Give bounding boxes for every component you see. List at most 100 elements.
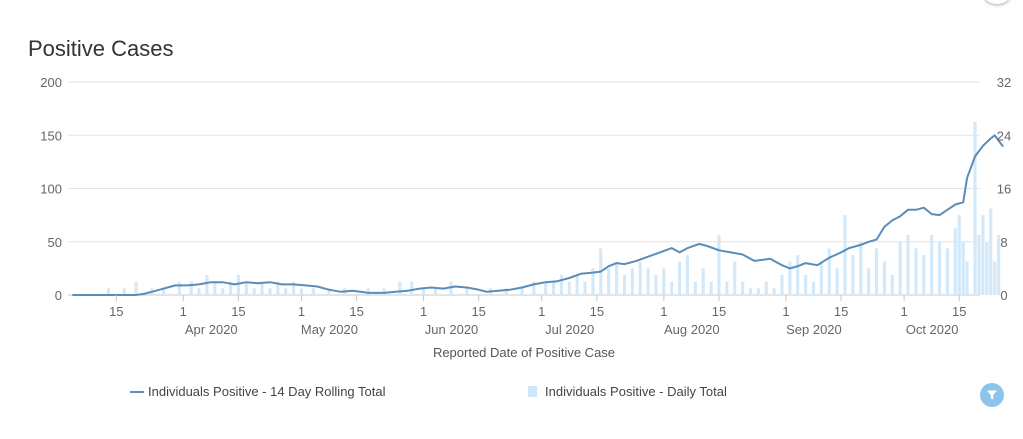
x-axis-title: Reported Date of Positive Case (433, 345, 615, 360)
legend-label-rolling-total: Individuals Positive - 14 Day Rolling To… (148, 384, 386, 399)
y-left-tick-label: 150 (40, 128, 62, 143)
legend-label-daily-total: Individuals Positive - Daily Total (545, 384, 727, 399)
y-right-tick-label: 16 (997, 182, 1011, 197)
rolling-total-line (72, 134, 1004, 296)
daily-bar (268, 288, 272, 295)
daily-bar (977, 235, 981, 295)
daily-bar (213, 281, 217, 295)
daily-bar (851, 255, 855, 295)
daily-bar (685, 255, 690, 295)
daily-bar (989, 208, 993, 295)
daily-bar (532, 281, 536, 295)
daily-bar (252, 288, 256, 295)
x-tick-label: 15 (109, 304, 123, 319)
daily-bar (772, 288, 776, 295)
daily-bar (945, 248, 950, 295)
x-month-label: Jun 2020 (425, 322, 479, 337)
daily-bar (930, 235, 934, 295)
daily-bar (756, 288, 760, 295)
daily-bar (914, 248, 918, 295)
x-tick-label: 1 (660, 304, 667, 319)
daily-bar (981, 215, 985, 295)
daily-bar (965, 261, 969, 295)
chart-title: Positive Cases (28, 36, 174, 61)
daily-bar (937, 241, 942, 295)
daily-bar (291, 281, 296, 295)
daily-bar (764, 281, 768, 295)
daily-total-bars (106, 121, 1001, 295)
axis-labels: 0 50 100 150 200 0 8 16 24 32 15 1 Apr 2020 15 1 May 20… (40, 75, 1011, 337)
daily-bar (957, 215, 961, 295)
daily-bar (591, 268, 595, 295)
daily-bar (670, 281, 674, 295)
daily-bar (906, 235, 910, 295)
daily-bar (244, 281, 248, 295)
daily-bar (614, 261, 619, 295)
daily-bar (161, 288, 166, 295)
y-left-tick-label: 0 (55, 288, 62, 303)
daily-bar (733, 261, 737, 295)
x-tick-label: 1 (420, 304, 427, 319)
daily-bar (583, 281, 587, 295)
daily-bar (874, 248, 879, 295)
daily-bar (843, 215, 847, 295)
x-tick-label: 15 (952, 304, 966, 319)
x-tick-label: 1 (180, 304, 187, 319)
daily-bar (654, 275, 658, 295)
daily-bar (835, 268, 839, 295)
daily-bar (520, 288, 524, 295)
daily-bar (693, 281, 697, 295)
daily-bar (398, 281, 402, 295)
x-tick-label: 15 (834, 304, 848, 319)
daily-bar (410, 281, 414, 295)
daily-bar (882, 261, 887, 295)
daily-bar (311, 288, 315, 295)
x-month-label: Oct 2020 (906, 322, 959, 337)
daily-bar (717, 235, 721, 295)
y-left-tick-label: 200 (40, 75, 62, 90)
x-tick-label: 15 (471, 304, 485, 319)
daily-bar (780, 275, 784, 295)
daily-bar (421, 288, 426, 295)
daily-bar (922, 255, 926, 295)
y-right-tick-label: 24 (997, 128, 1011, 143)
daily-bar (197, 288, 201, 295)
daily-bar (205, 275, 209, 295)
daily-bar (741, 281, 745, 295)
daily-bar (449, 281, 453, 295)
daily-bar (788, 261, 792, 295)
daily-bar (811, 281, 816, 295)
daily-bar (559, 275, 564, 295)
daily-bar (677, 261, 682, 295)
rolling-total-line-group (72, 134, 1004, 296)
x-tick-label: 1 (538, 304, 545, 319)
daily-bar (221, 288, 225, 295)
daily-bar (607, 268, 611, 295)
daily-bar (544, 281, 548, 295)
y-right-tick-label: 32 (997, 75, 1011, 90)
daily-bar (622, 275, 627, 295)
daily-bar (382, 288, 386, 295)
legend-item-daily-total[interactable]: Individuals Positive - Daily Total (528, 384, 727, 399)
x-tick-label: 1 (298, 304, 305, 319)
y-right-tick-label: 8 (1000, 235, 1007, 250)
x-month-label: Aug 2020 (664, 322, 720, 337)
daily-bar (575, 275, 579, 295)
y-left-tick-label: 50 (48, 235, 62, 250)
daily-bar (890, 275, 894, 295)
daily-bar (985, 241, 989, 295)
x-month-label: Sep 2020 (786, 322, 842, 337)
daily-bar (134, 281, 138, 295)
y-left-tick-label: 100 (40, 182, 62, 197)
bar-series-swatch (528, 386, 537, 397)
x-tick-label: 1 (782, 304, 789, 319)
daily-bar (122, 288, 126, 295)
daily-bar (796, 255, 800, 295)
filter-button[interactable] (980, 383, 1004, 407)
daily-bar (701, 268, 705, 295)
legend-item-rolling-total[interactable]: Individuals Positive - 14 Day Rolling To… (130, 384, 386, 399)
daily-bar (366, 288, 371, 295)
daily-bar (551, 281, 556, 295)
corner-menu-button[interactable] (984, 0, 1010, 4)
daily-bar (106, 288, 111, 295)
